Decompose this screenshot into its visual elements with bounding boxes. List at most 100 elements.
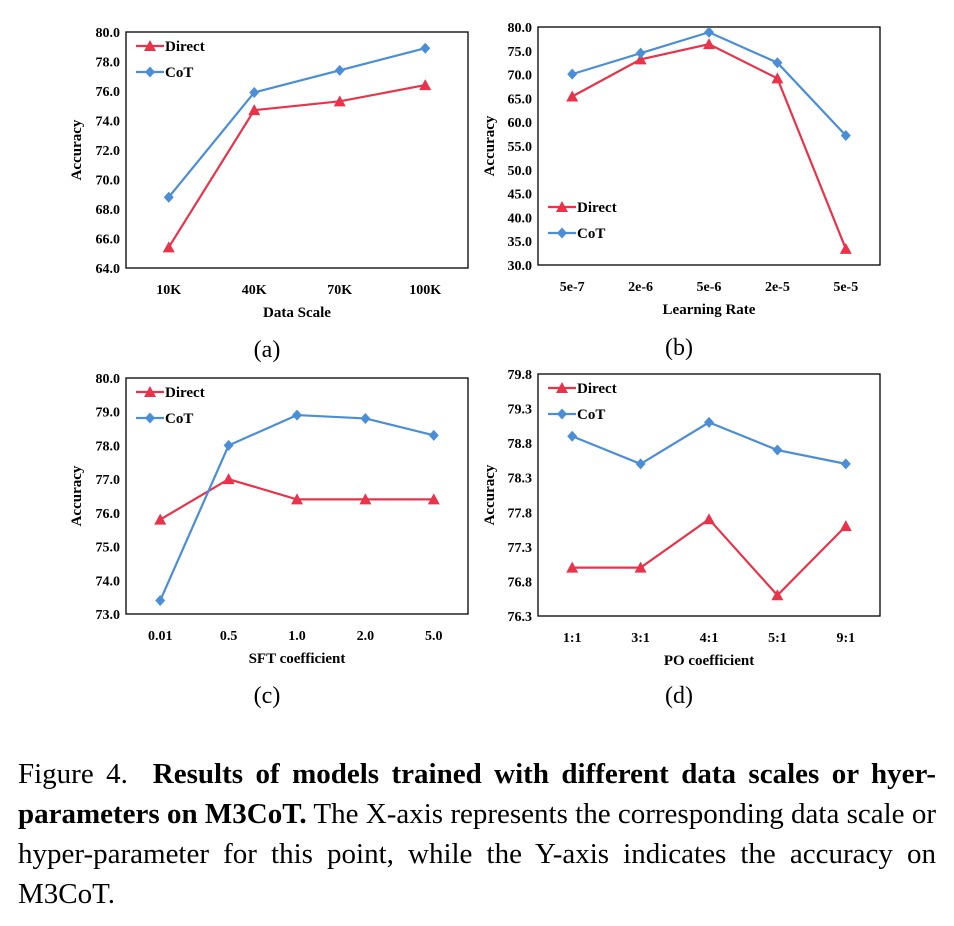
legend-label: Direct [577,200,617,216]
y-tick-label: 68.0 [96,203,121,218]
chart-panel-a: 64.0 66.0 68.0 70.0 72.0 74.0 76.0 78.0 80.0 10K 4… [69,26,469,363]
y-tick-label: 77.8 [508,506,533,521]
y-tick-label: 79.3 [508,403,533,418]
data-point [419,79,432,91]
x-tick-label: 2e-6 [628,280,653,295]
series-line [571,421,847,466]
data-point [248,104,261,116]
data-point [635,458,646,470]
series-direct [154,473,440,525]
x-tick-label: 10K [156,283,181,298]
data-point [771,72,784,84]
data-point [333,95,346,107]
y-tick-label: 76.0 [96,85,121,100]
y-axis-label: Accuracy [69,465,85,526]
data-point [704,416,714,428]
y-tick-label: 75.0 [508,45,533,60]
series-cot [567,26,851,142]
y-tick-label: 70.0 [508,69,533,84]
y-tick-label: 45.0 [508,188,533,203]
x-tick-label: 9:1 [836,631,855,646]
y-tick-label: 78.8 [508,437,533,452]
x-tick-label: 40K [242,283,267,298]
series-line [167,84,426,248]
x-tick-label: 100K [409,283,441,298]
series-line [572,517,847,597]
data-point [222,473,235,485]
legend-label: CoT [577,226,605,242]
y-tick-label: 74.0 [96,115,121,130]
data-point [155,595,166,607]
y-tick-label: 30.0 [508,259,533,274]
caption-bold-text: Results of models trained with different… [18,758,936,830]
y-tick-label: 55.0 [508,140,533,155]
y-tick-label: 77.0 [96,473,121,488]
legend-marker [557,227,567,239]
y-tick-label: 66.0 [96,233,121,248]
series-direct [162,79,432,253]
y-axis-label: Accuracy [482,464,498,525]
plot-frame [125,377,469,615]
series-cot [155,409,439,607]
data-point [839,242,852,254]
data-point [223,439,234,451]
y-tick-label: 50.0 [508,164,533,179]
chart-panel-b: 30.0 35.0 40.0 45.0 50.0 55.0 60.0 65.0 70.0 75.0… [482,21,881,361]
y-tick-label: 80.0 [96,372,121,387]
data-point [163,191,174,203]
legend-label: Direct [165,385,205,401]
x-tick-label: 0.5 [220,629,238,644]
panel-label: (a) [254,337,281,363]
plot-frame [537,373,881,617]
legend-marker [556,382,568,393]
y-tick-label: 77.3 [508,541,533,556]
y-tick-label: 40.0 [508,211,533,226]
data-point [566,90,579,102]
data-point [840,130,851,142]
legend: Direct CoT [548,381,617,423]
data-point [840,458,851,470]
x-tick-label: 5e-5 [833,280,858,295]
series-line [571,42,847,250]
figure-caption: Figure 4. Results of models trained with… [18,754,936,914]
data-point [634,53,647,65]
panel-label: (b) [665,335,693,361]
y-tick-label: 80.0 [508,21,533,36]
y-tick-label: 65.0 [508,92,533,107]
data-point [839,520,852,532]
series-direct [566,513,852,601]
legend-label: CoT [165,411,193,427]
y-tick-label: 72.0 [96,144,121,159]
data-point [249,86,260,98]
y-tick-label: 60.0 [508,116,533,131]
y-axis-label: Accuracy [482,115,498,176]
data-point [427,493,440,505]
x-tick-label: 1:1 [563,631,582,646]
y-tick-label: 78.0 [96,56,121,71]
data-point [567,430,578,442]
series-cot [163,42,431,203]
y-tick-label: 78.0 [96,439,121,454]
y-tick-label: 76.0 [96,507,121,522]
legend-label: Direct [165,39,205,55]
legend-marker [557,408,567,420]
legend-marker [144,386,156,397]
legend: Direct CoT [136,385,205,427]
series-line [167,47,426,198]
x-tick-label: 70K [327,283,352,298]
x-tick-label: 3:1 [631,631,650,646]
data-point [703,513,715,525]
series-line [159,413,435,601]
y-tick-label: 75.0 [96,541,121,556]
x-tick-label: 5e-7 [560,280,585,295]
data-point [635,47,646,59]
chart-panel-c: 73.0 74.0 75.0 76.0 77.0 78.0 79.0 80.0 0.01 0.5 1… [69,372,469,709]
data-point [428,429,439,441]
legend: Direct CoT [136,39,205,81]
plot-frame [125,31,469,269]
y-tick-label: 79.0 [96,406,121,421]
data-point [771,589,784,601]
panel-label: (d) [665,683,693,709]
legend-marker [144,40,156,51]
data-point [420,42,431,54]
